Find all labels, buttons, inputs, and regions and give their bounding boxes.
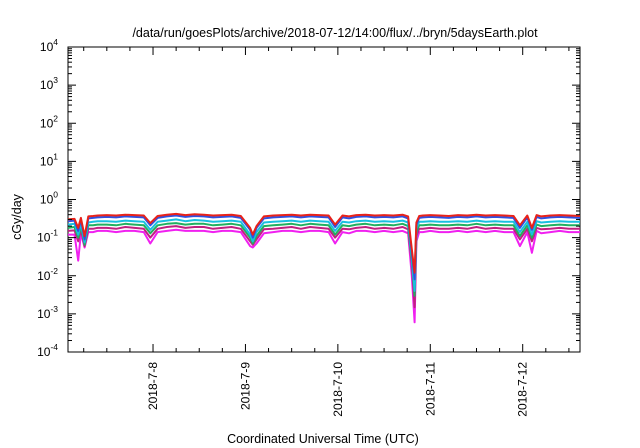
series-line-4 <box>67 222 580 297</box>
plot-frame <box>67 46 581 353</box>
y-tick-label: 10-4 <box>37 342 58 359</box>
x-axis-ticks: 2018-7-8 2018-7-9 2018-7-10 2018-7-11 2018-7… <box>83 47 570 417</box>
x-axis-label: Coordinated Universal Time (UTC) <box>227 432 419 446</box>
y-tick-label: 100 <box>40 190 58 207</box>
y-tick-label: 10-1 <box>37 228 58 245</box>
x-tick-label: 2018-7-10 <box>331 362 345 417</box>
y-tick-label: 104 <box>40 37 58 54</box>
x-tick-label: 2018-7-9 <box>238 362 252 410</box>
y-tick-label: 10-3 <box>37 304 58 321</box>
chart-title: /data/run/goesPlots/archive/2018-07-12/1… <box>132 26 538 40</box>
x-tick-label: 2018-7-11 <box>423 362 437 416</box>
y-tick-label: 103 <box>40 75 58 92</box>
x-tick-label: 2018-7-12 <box>516 362 530 417</box>
series-line-1 <box>67 212 581 274</box>
y-tick-label: 10-2 <box>37 266 58 283</box>
y-tick-label: 101 <box>40 151 58 168</box>
y-axis-label: cGy/day <box>10 193 24 240</box>
plot-area: 10-4 10-3 10-2 10-1 100 101 102 103 104 2018-7-8… <box>37 37 581 417</box>
series-line-3 <box>67 218 580 292</box>
x-tick-label: 2018-7-8 <box>146 362 160 410</box>
series-layer <box>67 212 581 324</box>
y-tick-label: 102 <box>40 113 58 130</box>
series-line-5 <box>67 225 580 309</box>
series-line-6 <box>68 228 580 324</box>
series-line-2 <box>67 214 581 281</box>
y-axis-ticks: 10-4 10-3 10-2 10-1 100 101 102 103 104 <box>37 37 580 359</box>
